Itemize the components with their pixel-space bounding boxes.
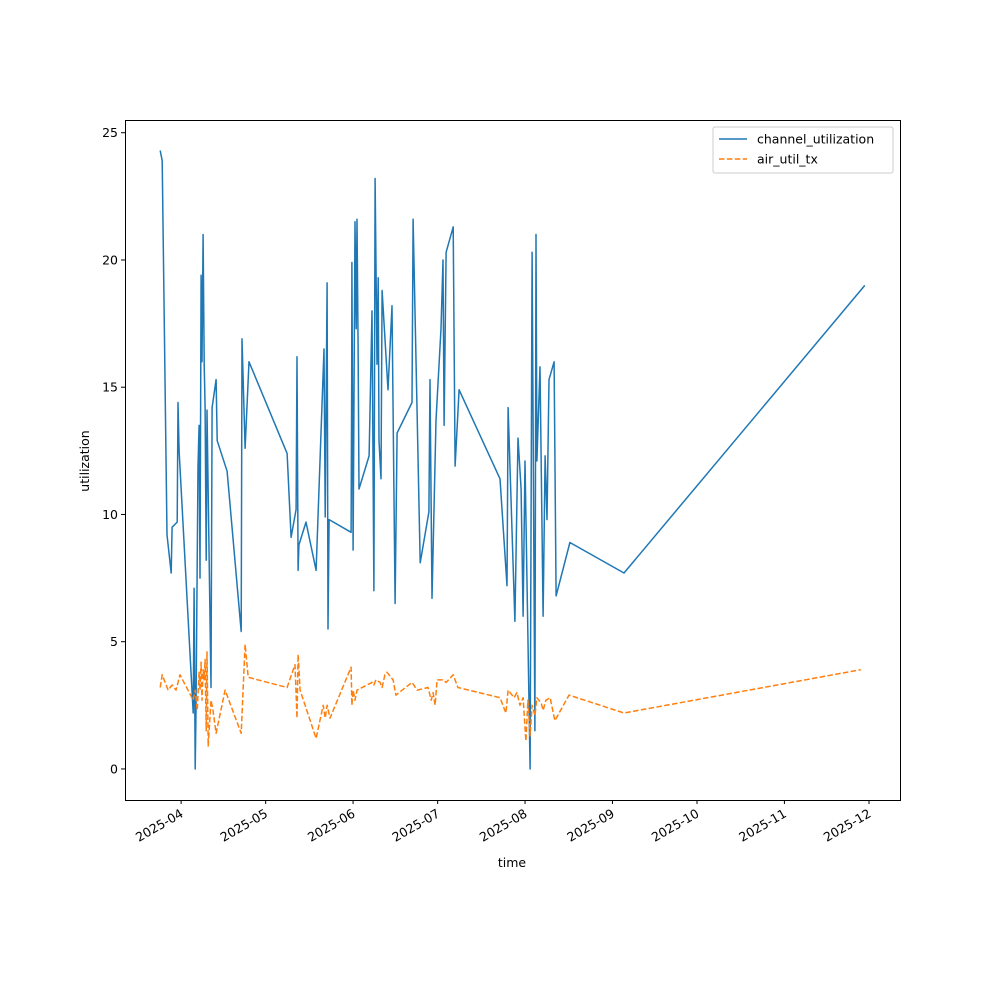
- y-tick-label: 15: [102, 380, 118, 395]
- x-tick-label: 2025-07: [389, 806, 442, 845]
- y-axis-label: utilization: [77, 430, 92, 491]
- series-line-air-util-tx: [159, 643, 861, 747]
- y-tick-label: 10: [102, 507, 118, 522]
- x-tick-label: 2025-06: [305, 806, 358, 845]
- x-tick-label: 2025-11: [736, 806, 789, 845]
- y-tick-label: 20: [102, 252, 118, 267]
- y-tick-label: 25: [102, 125, 118, 140]
- x-tick-label: 2025-04: [133, 806, 186, 845]
- x-tick-label: 2025-10: [649, 806, 702, 845]
- series-line-channel-utilization: [159, 150, 866, 770]
- legend-label-air-util-tx: air_util_tx: [757, 152, 818, 167]
- x-axis-label: time: [498, 855, 527, 870]
- x-axis: 2025-04 2025-05 2025-06 2025-07 2025-08 2025-…: [133, 800, 874, 845]
- y-axis: 0 5 10 15 20 25: [102, 125, 125, 776]
- plot-lines: [159, 150, 866, 770]
- legend: channel_utilization air_util_tx: [712, 126, 894, 174]
- axes-frame: [125, 120, 901, 801]
- x-tick-label: 2025-05: [217, 806, 270, 845]
- x-tick-label: 2025-08: [477, 806, 530, 845]
- x-tick-label: 2025-09: [564, 806, 617, 845]
- y-tick-label: 5: [110, 634, 118, 649]
- legend-box: [712, 126, 894, 174]
- y-tick-label: 0: [110, 761, 118, 776]
- legend-label-channel-utilization: channel_utilization: [757, 132, 874, 147]
- x-tick-label: 2025-12: [821, 806, 874, 845]
